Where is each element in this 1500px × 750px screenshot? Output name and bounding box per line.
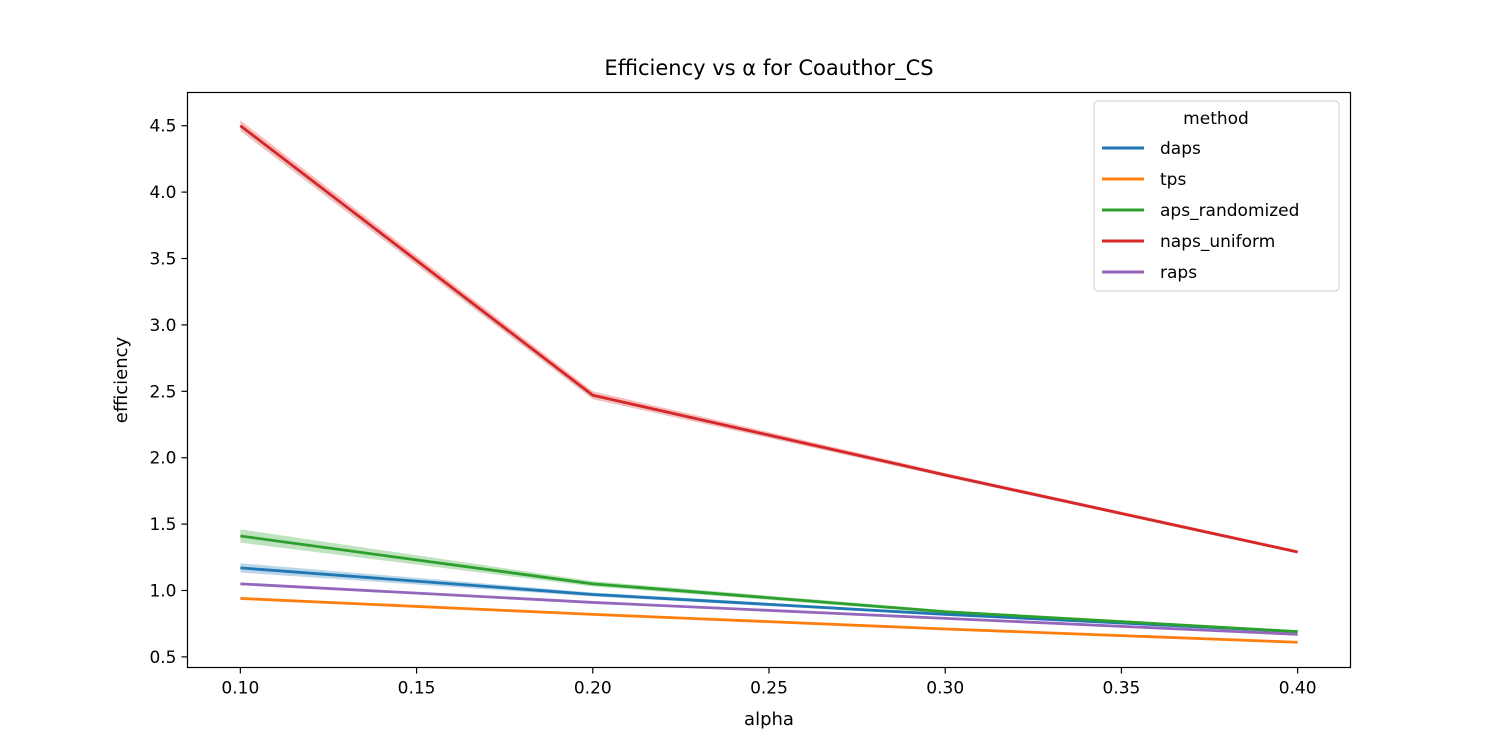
x-tick-label: 0.15 <box>398 679 436 699</box>
y-axis-label: efficiency <box>111 336 132 423</box>
series-line-raps <box>240 582 1298 636</box>
legend-title: method <box>1183 109 1249 129</box>
y-tick-label: 4.5 <box>149 117 176 137</box>
x-tick-label: 0.30 <box>926 679 964 699</box>
series-line-aps_randomized <box>240 534 1298 634</box>
legend: method daps tps aps_randomized naps_uniform… <box>1093 100 1340 292</box>
legend-label-raps: raps <box>1160 263 1197 283</box>
series-lines <box>239 124 1298 644</box>
y-axis-ticks: 0.5 1.0 1.5 2.0 2.5 3.0 3.5 4.0 4.5 <box>149 117 188 668</box>
x-tick-label: 0.20 <box>574 679 612 699</box>
chart-title: Efficiency vs α for Coauthor_CS <box>604 56 933 81</box>
x-tick-label: 0.35 <box>1102 679 1140 699</box>
legend-box <box>1093 100 1340 292</box>
x-tick-label: 0.40 <box>1279 679 1317 699</box>
y-tick-label: 4.0 <box>149 183 176 203</box>
y-tick-label: 1.5 <box>149 515 176 535</box>
legend-label-tps: tps <box>1160 170 1186 190</box>
x-axis-label: alpha <box>744 709 794 730</box>
x-tick-label: 0.25 <box>750 679 788 699</box>
series-line-naps_uniform <box>239 124 1298 554</box>
y-tick-label: 3.0 <box>149 316 176 336</box>
legend-label-daps: daps <box>1160 139 1201 159</box>
y-tick-label: 1.0 <box>149 581 176 601</box>
x-tick-label: 0.10 <box>221 679 259 699</box>
legend-label-naps_uniform: naps_uniform <box>1160 232 1275 252</box>
y-tick-label: 0.5 <box>149 648 176 668</box>
legend-label-aps_randomized: aps_randomized <box>1160 201 1299 221</box>
y-tick-label: 2.0 <box>149 449 176 469</box>
x-axis-ticks: 0.10 0.15 0.20 0.25 0.30 0.35 0.40 <box>221 667 1317 699</box>
series-line-tps <box>240 597 1298 644</box>
y-tick-label: 3.5 <box>149 249 176 269</box>
y-tick-label: 2.5 <box>149 382 176 402</box>
